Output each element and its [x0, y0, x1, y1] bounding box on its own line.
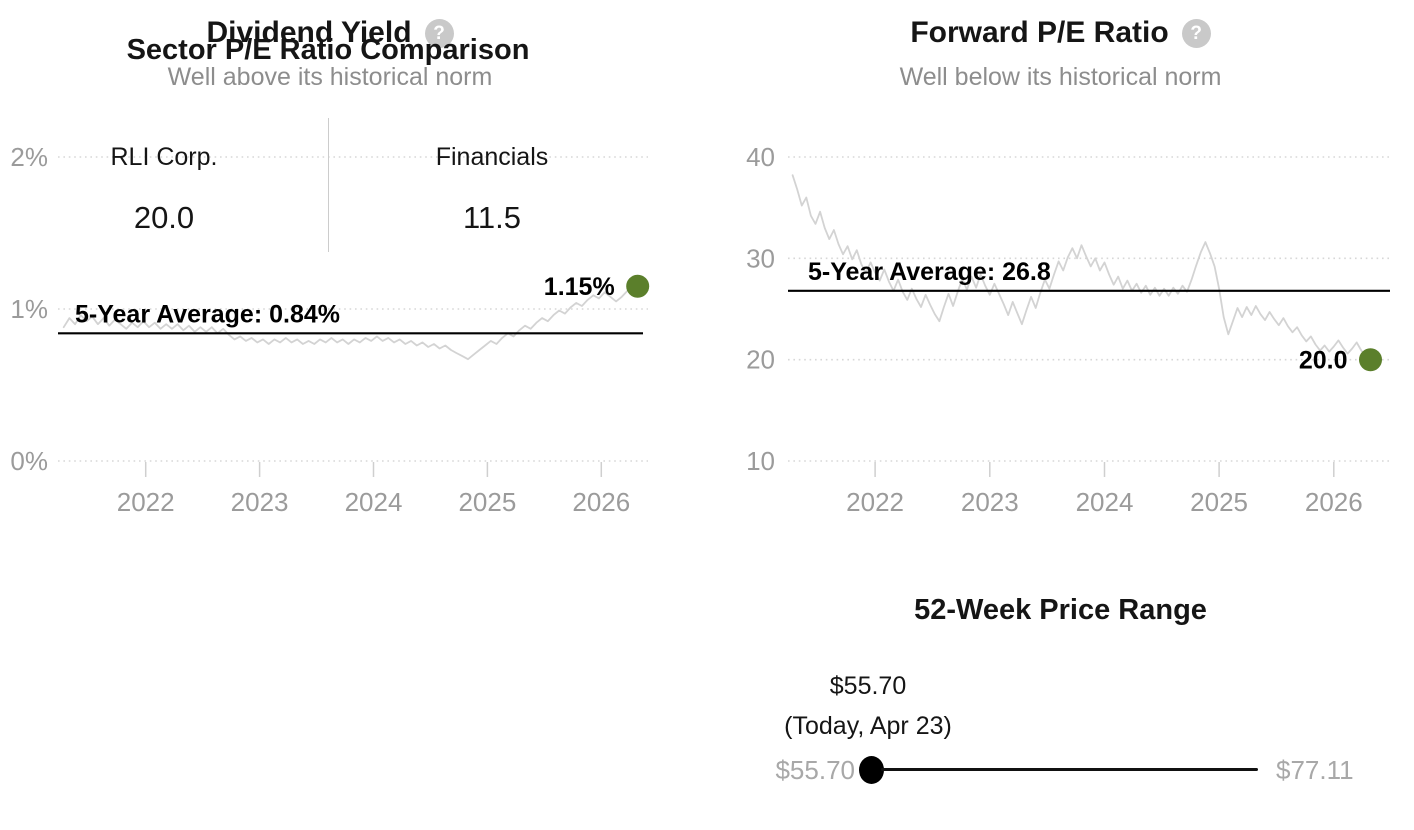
company-pe-value: 20.0 [133, 200, 195, 235]
series-line [791, 174, 1372, 361]
range-position-dot [859, 756, 884, 784]
current-value-dot [626, 274, 650, 298]
series-line [62, 285, 639, 361]
today-price-label: $55.70 (Today, Apr 23) [784, 672, 952, 741]
y-axis-label: 2% [10, 142, 48, 172]
x-axis-label: 2024 [1076, 487, 1134, 517]
forward-pe-chart: 10 20 30 40 2022 2023 2024 2025 2026 5-Year Avera… [746, 142, 1390, 517]
x-axis-label: 2024 [345, 487, 403, 517]
dividend-yield-chart: 0% 1% 2% 2022 2023 2024 2025 2026 5-Year Average… [10, 142, 650, 517]
today-date-note: (Today, Apr 23) [784, 712, 952, 740]
sector-pe-value: 11.5 [462, 200, 522, 235]
current-value-dot [1359, 348, 1382, 372]
y-axis-label: 0% [10, 446, 48, 476]
sector-comparison-title: Sector P/E Ratio Comparison [126, 34, 530, 66]
x-axis-label: 2025 [458, 487, 516, 517]
range-low-label: $55.70 [775, 755, 855, 785]
vertical-divider [328, 118, 329, 252]
range-high-label: $77.11 [1276, 755, 1354, 785]
y-axis-label: 1% [10, 294, 48, 324]
price-range-section: 52-Week Price Range $55.70 (Today, Apr 2… [707, 560, 1414, 830]
price-range-title: 52-Week Price Range [914, 594, 1207, 626]
dividend-yield-title: Dividend Yield [206, 16, 412, 49]
forward-pe-subtitle: Well below its historical norm [899, 63, 1222, 91]
forward-pe-header: Forward P/E Ratio ? Well below its histo… [707, 0, 1414, 92]
sector-pe-comparison-section: Sector P/E Ratio Comparison RLI Corp. 20… [0, 0, 656, 270]
y-axis-label: 40 [746, 142, 775, 172]
sector-comparison-sector-column: Financials 11.5 [328, 142, 656, 236]
company-name: RLI Corp. [110, 143, 218, 171]
y-axis-label: 10 [746, 446, 775, 476]
x-axis-label: 2023 [961, 487, 1019, 517]
current-value-label: 1.15% [544, 273, 615, 301]
y-axis-label: 20 [746, 345, 775, 375]
sector-name: Financials [435, 143, 549, 171]
dividend-yield-header: Dividend Yield ? Well above its historic… [0, 0, 660, 92]
x-axis-label: 2026 [1305, 487, 1363, 517]
x-axis-label: 2022 [846, 487, 904, 517]
range-track [881, 768, 1258, 771]
forward-pe-title: Forward P/E Ratio [910, 16, 1169, 49]
help-icon[interactable]: ? [424, 18, 454, 48]
y-axis-label: 30 [746, 243, 775, 273]
average-label: 5-Year Average: 0.84% [75, 300, 340, 328]
average-label: 5-Year Average: 26.8 [808, 258, 1051, 286]
help-icon[interactable]: ? [1181, 18, 1211, 48]
x-axis-label: 2026 [572, 487, 630, 517]
sector-comparison-company-column: RLI Corp. 20.0 [0, 142, 328, 236]
current-value-label: 20.0 [1299, 347, 1348, 375]
x-axis-label: 2025 [1190, 487, 1248, 517]
dividend-yield-subtitle: Well above its historical norm [167, 63, 493, 91]
x-axis-label: 2022 [117, 487, 175, 517]
today-price: $55.70 [829, 672, 907, 700]
x-axis-label: 2023 [231, 487, 289, 517]
